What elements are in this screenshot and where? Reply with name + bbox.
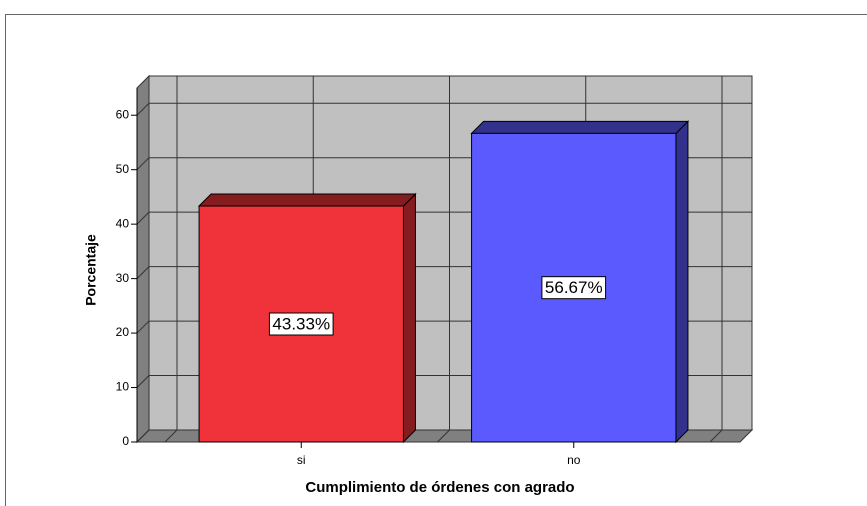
x-axis-label: Cumplimiento de órdenes con agrado [305,479,574,496]
y-tick-label: 60 [116,107,130,121]
value-label-box [541,276,607,300]
floor-line [437,429,450,443]
floor-line [164,429,178,443]
grid-line [136,211,150,225]
x-tick-label: no [567,453,581,467]
bar-side [675,120,689,444]
grid-line [136,266,150,279]
y-axis-label: Porcentaje [83,234,99,306]
bar-top [470,120,690,134]
bar-top [197,193,417,207]
x-tick-label: si [297,453,306,467]
grid-line [136,157,150,171]
y-tick-label: 20 [116,325,130,339]
value-label: 56.67% [545,278,603,297]
y-tick-label: 30 [116,271,130,285]
y-tick-label: 10 [116,380,130,394]
grid-line [136,429,150,443]
value-label-box [268,312,334,336]
value-label: 43.33% [272,314,330,333]
y-tick-label: 40 [116,216,130,230]
grid-line [136,320,150,334]
bar-side [402,192,416,444]
grid-line [136,102,150,116]
y-tick-label: 50 [116,162,130,176]
left-wall [136,74,150,444]
floor-line [709,429,723,443]
y-tick-label: 0 [122,434,129,448]
grid-line [136,375,150,388]
